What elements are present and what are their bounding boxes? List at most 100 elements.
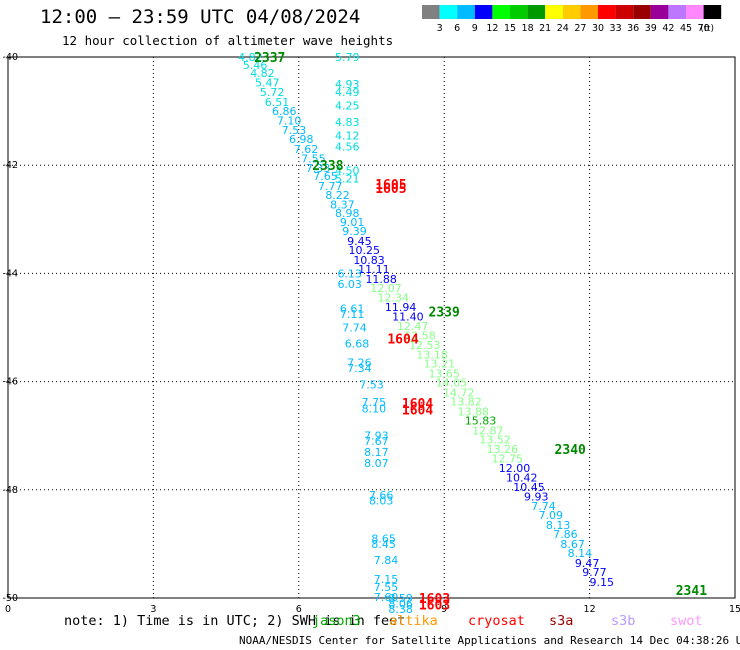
wave-height-value: 11.11 [358, 263, 390, 276]
wave-height-value: 9.45 [347, 235, 372, 248]
footnote: note: 1) Time is in UTC; 2) SWH is in fe… [64, 613, 406, 629]
wave-height-value: 7.65 [313, 170, 338, 183]
wave-height-value: 7.66 [369, 489, 394, 502]
wave-height-value: 5.46 [243, 59, 268, 72]
wave-height-value: 8.10 [362, 403, 387, 416]
wave-height-value: 7.55 [301, 153, 326, 166]
wave-height-value: 6.13 [337, 267, 362, 280]
colorbar-label: 30 [592, 23, 604, 34]
pass-number-label: 2341 [676, 584, 707, 599]
color-scale-legend: 3 6 9 12 15 18 21 24 27 30 33 36 39 42 45 70(ft) [422, 5, 722, 34]
wave-height-value: 8.07 [364, 457, 389, 470]
credit-line: NOAA/NESDIS Center for Satellite Applica… [239, 634, 740, 647]
wave-height-value: 8.06 [388, 597, 413, 610]
wave-height-value: 14.05 [436, 377, 468, 390]
wave-height-value: 7.53 [359, 378, 384, 391]
colorbar-swatch [633, 5, 651, 19]
wave-height-value: 4.82 [250, 67, 275, 80]
wave-height-value: 6.03 [337, 278, 362, 291]
wave-height-value: 10.83 [353, 254, 385, 267]
wave-height-value: 13.88 [458, 405, 490, 418]
colorbar-label: 24 [557, 23, 569, 34]
wave-height-value: 4.50 [335, 165, 360, 178]
x-tick-label: 0 [5, 604, 11, 615]
chart-title: 12:00 — 23:59 UTC 04/08/2024 [40, 6, 361, 28]
colorbar-label: 6 [454, 23, 460, 34]
wave-height-value: 8.65 [371, 532, 396, 545]
colorbar-unit: (ft) [700, 24, 714, 34]
wave-height-value: 8.03 [369, 495, 394, 508]
wave-height-value: 12.75 [491, 452, 523, 465]
x-tick-label: 3 [150, 604, 156, 615]
wave-height-value: 13.21 [424, 358, 456, 371]
colorbar-swatch [703, 5, 722, 19]
wave-height-value: 8.45 [371, 538, 396, 551]
wave-height-value: 8.14 [568, 547, 593, 560]
pass-number-label: 2339 [429, 305, 460, 320]
wave-height-value: 7.74 [531, 500, 556, 513]
colorbar-swatch [580, 5, 598, 19]
pass-number-label: 2340 [555, 443, 586, 458]
colorbar-swatch [668, 5, 686, 19]
wave-height-value: 12.58 [404, 330, 436, 343]
colorbar-label: 18 [522, 23, 534, 34]
colorbar-label: 45 [680, 23, 692, 34]
mission-legend-item: altika [389, 613, 438, 629]
colorbar-label: 39 [645, 23, 657, 34]
wave-height-value: 4.82 [238, 51, 263, 64]
wave-height-value: 4.49 [335, 86, 360, 99]
wave-height-value: 7.60 [374, 591, 399, 604]
wave-height-value: 8.98 [335, 207, 360, 220]
mission-legend-item: s3a [549, 613, 574, 629]
pass-number-label: 1604 [387, 332, 418, 347]
wave-height-value: 14.72 [443, 386, 475, 399]
wave-height-value: 7.77 [318, 180, 343, 193]
wave-height-value: 6.68 [345, 338, 370, 351]
wave-height-value: 8.22 [325, 189, 350, 202]
wave-height-value: 6.51 [265, 96, 290, 109]
wave-height-value: 5.72 [260, 86, 285, 99]
wave-height-value: 7.55 [374, 581, 399, 594]
wave-height-value: 9.39 [342, 225, 367, 238]
wave-height-value: 6.86 [272, 105, 297, 118]
pass-number-label: 1604 [402, 404, 433, 419]
wave-height-value: 7.75 [362, 396, 387, 409]
colorbar-label: 12 [486, 23, 498, 34]
wave-height-value: 7.74 [342, 322, 367, 335]
pass-number-label: 1604 [402, 397, 433, 412]
wave-height-value: 7.09 [539, 509, 564, 522]
pass-number-label: 1603 [419, 592, 450, 607]
wave-height-value: 11.40 [392, 311, 424, 324]
wave-height-value: 8.38 [388, 603, 413, 615]
wave-height-value: 4.56 [335, 140, 360, 153]
wave-height-value: 7.67 [364, 435, 389, 448]
wave-height-value: 6.98 [289, 133, 314, 146]
chart-subtitle: 12 hour collection of altimeter wave hei… [62, 33, 394, 48]
y-tick-label: -50 [2, 593, 18, 604]
wave-height-value: 9.01 [340, 216, 365, 229]
colorbar-label: 42 [662, 23, 674, 34]
wave-height-value: 4.25 [335, 100, 360, 113]
colorbar-label: 27 [574, 23, 586, 34]
wave-height-value: 12.34 [378, 292, 410, 305]
wave-height-value: 7.93 [364, 430, 389, 443]
colorbar-swatch [615, 5, 634, 19]
wave-height-value: 8.37 [330, 199, 355, 212]
wave-height-value: 7.10 [277, 114, 302, 127]
mission-legend-item: cryosat [468, 613, 525, 629]
pass-number-label: 1605 [375, 182, 406, 197]
mission-legend-item: jason3 [312, 613, 361, 629]
pass-number-label: 1603 [419, 598, 450, 613]
wave-height-value: 7.86 [553, 528, 578, 541]
wave-height-value: 7.62 [294, 143, 319, 156]
wave-height-value: 12.07 [370, 282, 402, 295]
wave-height-value: 13.52 [479, 433, 511, 446]
wave-height-value: 4.83 [335, 116, 360, 129]
wave-height-value: 9.77 [582, 566, 607, 579]
colorbar-label: 15 [504, 23, 516, 34]
x-tick-label: 6 [296, 604, 302, 615]
wave-height-plot: 0 3 6 9 12 15-40-42-44-46-48-504.825.464.825.… [2, 51, 740, 615]
colorbar-swatch [422, 5, 440, 19]
wave-height-value: 8.59 [388, 592, 413, 605]
